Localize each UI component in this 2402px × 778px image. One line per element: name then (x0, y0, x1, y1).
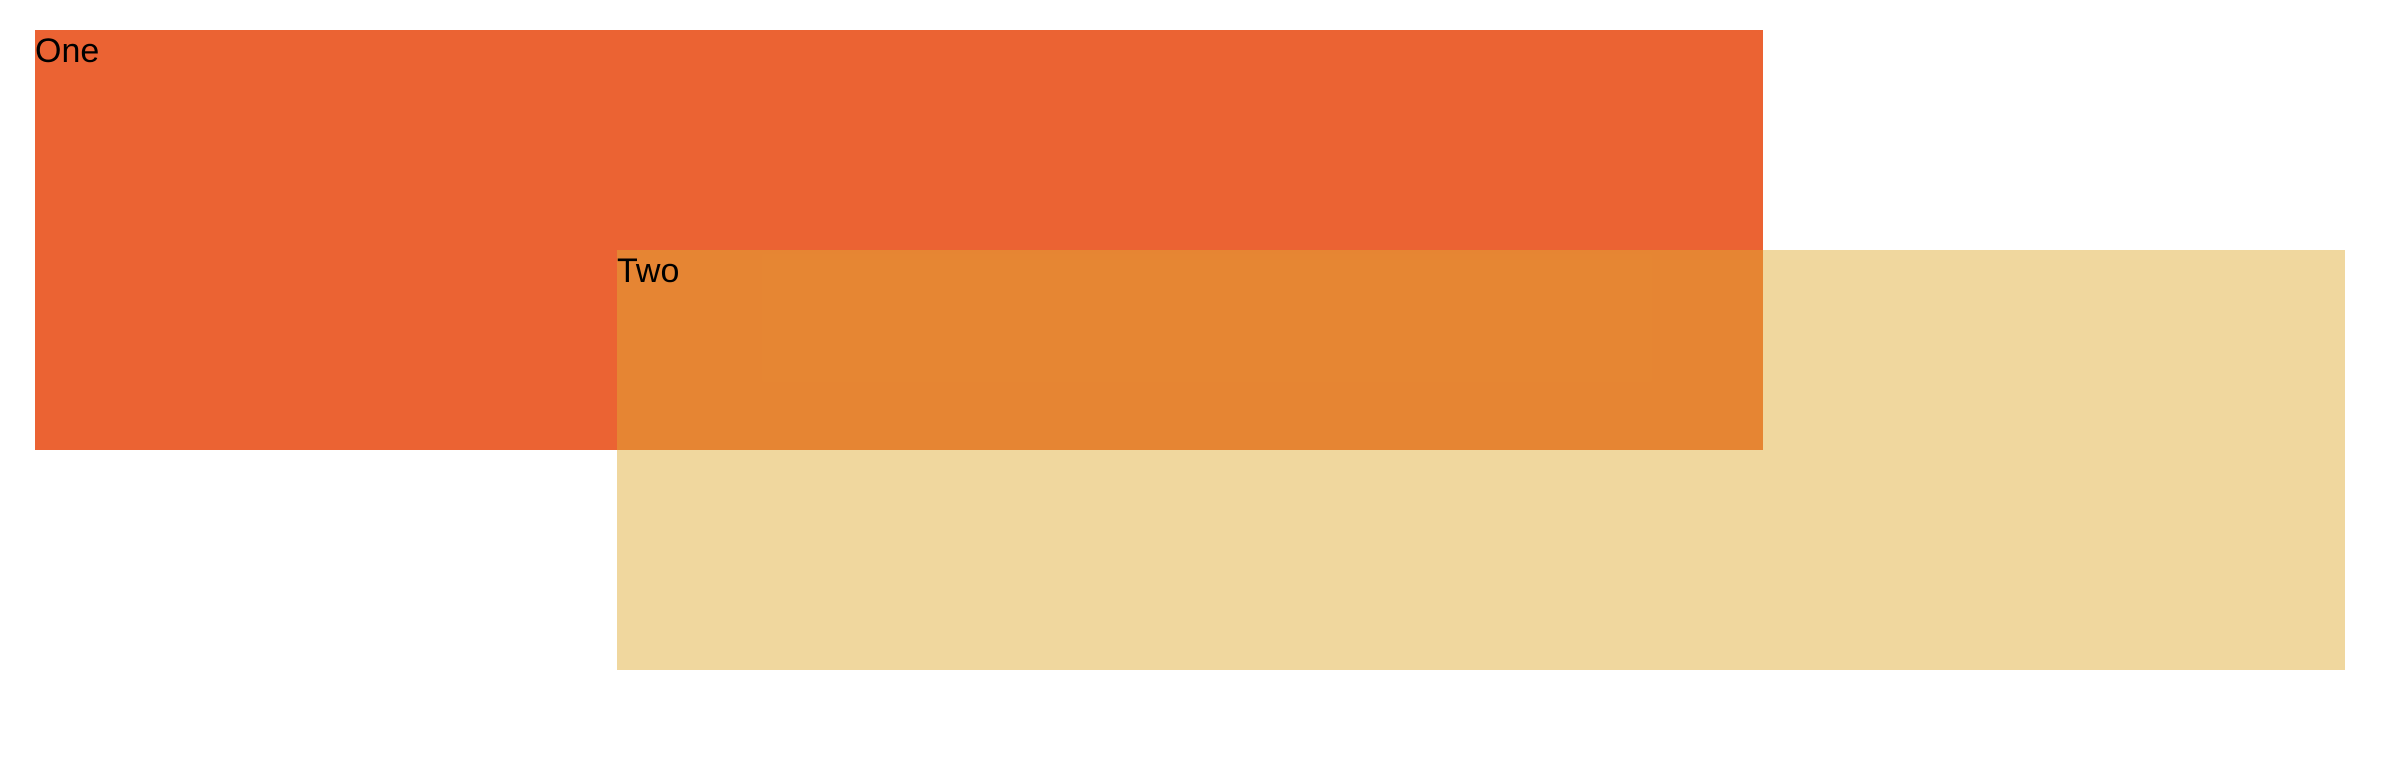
box-one-label: One (35, 32, 100, 70)
box-one: One (35, 30, 1763, 450)
box-two-label: Two (617, 252, 680, 290)
box-two: Two (617, 250, 2345, 670)
